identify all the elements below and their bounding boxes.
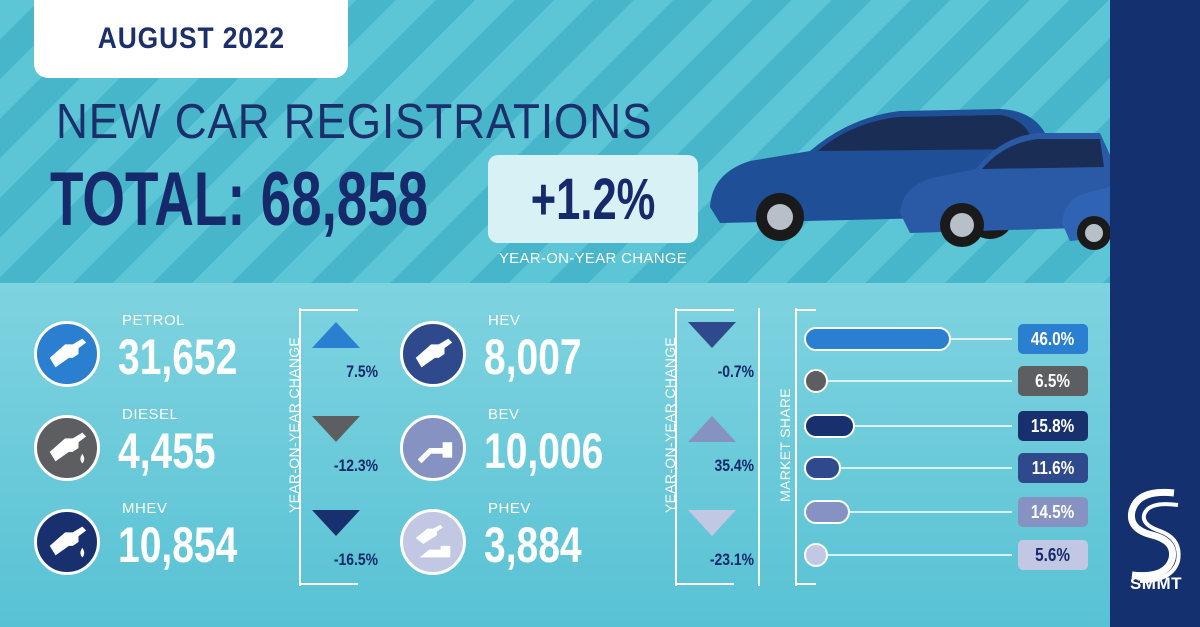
phev-registrations: 3,884 bbox=[484, 517, 582, 573]
phev-share-label: 5.6% bbox=[1018, 540, 1088, 570]
hev-share-label: 11.6% bbox=[1018, 453, 1088, 483]
mhev-share-guide bbox=[804, 425, 1012, 427]
total-registrations: TOTAL: 68,858 bbox=[50, 157, 429, 242]
fuel-nozzle-drop-icon bbox=[34, 415, 100, 481]
charging-plug-icon bbox=[400, 415, 466, 481]
diesel-label: DIESEL bbox=[122, 406, 179, 423]
yoy-change-box: +1.2% bbox=[488, 155, 698, 243]
mhev-yoy-change: -16.5% bbox=[333, 550, 378, 569]
yoy-right-bracket bbox=[675, 308, 734, 586]
car-medium bbox=[900, 133, 1110, 247]
mhev-share-label: 15.8% bbox=[1018, 411, 1088, 441]
hev-label: HEV bbox=[488, 312, 521, 329]
hev-share-guide bbox=[804, 467, 1012, 469]
petrol-share-value: 46.0% bbox=[1031, 328, 1075, 349]
page-title: NEW CAR REGISTRATIONS bbox=[56, 95, 653, 149]
mhev-share-value: 15.8% bbox=[1031, 415, 1075, 436]
mhev-yoy-arrow-icon bbox=[312, 510, 360, 536]
fuel-nozzle-icon bbox=[34, 321, 100, 387]
hev-share-value: 11.6% bbox=[1031, 457, 1075, 478]
bev-share-bar bbox=[804, 500, 851, 524]
yoy-left-bracket bbox=[299, 308, 358, 586]
mhev-registrations: 10,854 bbox=[118, 517, 238, 573]
plug-and-nozzle-icon bbox=[400, 509, 466, 575]
bev-registrations: 10,006 bbox=[484, 423, 604, 479]
diesel-registrations: 4,455 bbox=[118, 423, 216, 479]
smmt-logo-icon bbox=[1127, 488, 1181, 583]
bev-yoy-change: 35.4% bbox=[714, 456, 754, 475]
diesel-share-value: 6.5% bbox=[1035, 370, 1071, 391]
bev-share-label: 14.5% bbox=[1018, 497, 1088, 527]
bev-share-value: 14.5% bbox=[1031, 501, 1075, 522]
yoy-right-label: YEAR-ON-YEAR CHANGE bbox=[662, 336, 678, 513]
petrol-registrations: 31,652 bbox=[118, 329, 238, 385]
hev-yoy-change: -0.7% bbox=[717, 362, 754, 381]
yoy-change-value: +1.2% bbox=[530, 166, 656, 232]
diesel-share-label: 6.5% bbox=[1018, 366, 1088, 396]
phev-share-guide bbox=[804, 554, 1012, 556]
petrol-yoy-arrow-icon bbox=[312, 322, 360, 348]
mhev-label: MHEV bbox=[122, 500, 168, 517]
fuel-nozzle-icon bbox=[400, 321, 466, 387]
diesel-yoy-change: -12.3% bbox=[333, 456, 378, 475]
date-label: AUGUST 2022 bbox=[97, 22, 285, 55]
hev-registrations: 8,007 bbox=[484, 329, 582, 385]
mhev-share-bar bbox=[804, 414, 855, 438]
bev-label: BEV bbox=[488, 406, 520, 423]
phev-share-bar bbox=[804, 543, 828, 567]
smmt-logo-text: SMMT bbox=[1129, 574, 1183, 593]
yoy-change-label: YEAR-ON-YEAR CHANGE bbox=[498, 250, 688, 267]
cars-illustration bbox=[710, 109, 1110, 250]
date-tab: AUGUST 2022 bbox=[34, 0, 348, 78]
hev-share-bar bbox=[804, 456, 842, 480]
yoy-left-label: YEAR-ON-YEAR CHANGE bbox=[286, 336, 302, 513]
bev-share-guide bbox=[804, 511, 1012, 513]
section-divider bbox=[758, 308, 760, 586]
fuel-nozzle-drop-icon bbox=[34, 509, 100, 575]
brand-band bbox=[1110, 0, 1200, 627]
hev-yoy-arrow-icon bbox=[688, 322, 736, 348]
market-share-bracket bbox=[795, 308, 816, 586]
phev-share-value: 5.6% bbox=[1035, 544, 1071, 565]
bev-yoy-arrow-icon bbox=[688, 416, 736, 442]
phev-yoy-change: -23.1% bbox=[709, 550, 754, 569]
petrol-share-label: 46.0% bbox=[1018, 324, 1088, 354]
diesel-share-bar bbox=[804, 369, 828, 393]
petrol-yoy-change: 7.5% bbox=[346, 362, 378, 381]
market-share-label: MARKET SHARE bbox=[777, 388, 793, 502]
diesel-share-guide bbox=[804, 380, 1012, 382]
phev-yoy-arrow-icon bbox=[688, 510, 736, 536]
petrol-label: PETROL bbox=[122, 312, 186, 329]
car-small bbox=[1062, 187, 1110, 250]
phev-label: PHEV bbox=[488, 500, 531, 517]
diesel-yoy-arrow-icon bbox=[312, 416, 360, 442]
petrol-share-bar bbox=[804, 327, 952, 351]
